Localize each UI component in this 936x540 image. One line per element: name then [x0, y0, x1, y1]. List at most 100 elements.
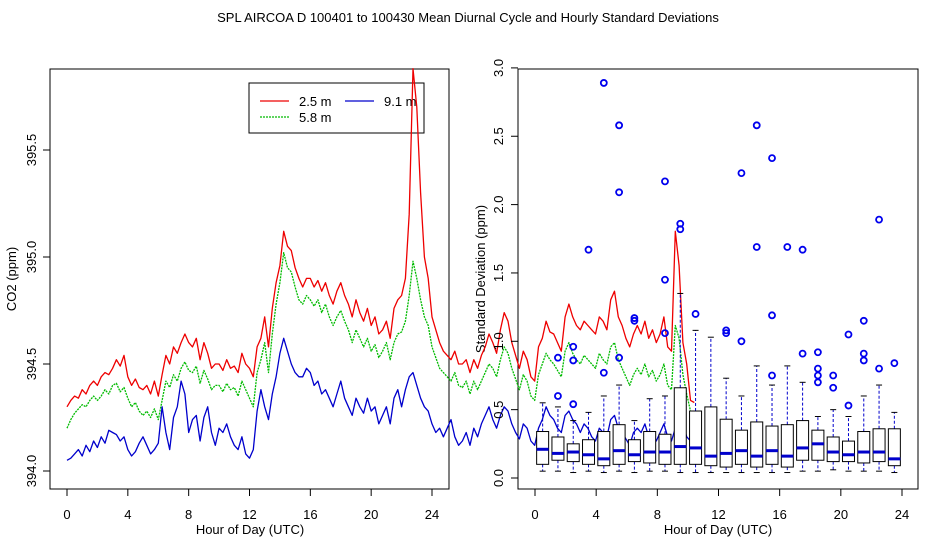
box-outlier-point: [569, 342, 578, 351]
box-outlier-point: [752, 243, 761, 251]
box-outlier-point: [630, 316, 639, 325]
left-x-tick-label: 4: [124, 507, 131, 522]
box-outlier-point: [859, 356, 868, 365]
box-iqr: [780, 424, 794, 468]
right-y-tick-label: 1.0: [491, 332, 506, 350]
box-iqr: [872, 428, 886, 463]
box-iqr: [796, 420, 810, 461]
legend-label-9-1m: 9.1 m: [384, 94, 417, 109]
box-iqr: [719, 418, 733, 468]
right-y-tick-label: 2.5: [491, 127, 506, 145]
box-outlier-point: [599, 368, 608, 377]
box-outlier-point: [813, 348, 822, 357]
box-outlier-point: [661, 177, 669, 186]
box-outlier-point: [691, 310, 700, 318]
box-outlier-point: [569, 356, 578, 365]
box-outlier-point: [615, 188, 624, 197]
box-outlier-point: [813, 364, 822, 373]
box-iqr: [841, 440, 855, 463]
page-title: SPL AIRCOA D 100401 to 100430 Mean Diurn…: [217, 10, 719, 25]
box-outlier-point: [722, 329, 731, 337]
left-x-tick-label: 8: [185, 507, 192, 522]
left-x-tick-label: 16: [303, 507, 317, 522]
series-line-9-1-m: [66, 337, 695, 461]
box-outlier-point: [875, 215, 883, 224]
box-iqr: [673, 387, 687, 465]
right-x-tick-label: 8: [654, 507, 661, 522]
box-outlier-point: [813, 371, 822, 380]
box-outlier-point: [813, 378, 822, 387]
right-y-tick-label: 3.0: [491, 59, 506, 77]
box-outlier-point: [752, 121, 761, 130]
left-x-tick-label: 12: [242, 507, 256, 522]
legend-label-2-5m: 2.5 m: [299, 94, 332, 109]
box-iqr: [857, 431, 871, 464]
box-iqr: [627, 439, 641, 463]
box-outlier-point: [829, 371, 838, 380]
box-outlier-point: [768, 154, 776, 163]
right-x-tick-label: 24: [895, 507, 909, 522]
box-outlier-point: [584, 245, 593, 254]
box-outlier-point: [844, 401, 853, 410]
box-iqr: [612, 424, 626, 465]
box-iqr: [750, 421, 764, 468]
box-outlier-point: [798, 245, 807, 254]
right-y-tick-label: 0.0: [491, 469, 506, 487]
left-x-axis-label: Hour of Day (UTC): [196, 522, 304, 537]
right-x-tick-label: 16: [772, 507, 786, 522]
box-outlier-point: [554, 392, 562, 400]
box-outlier-point: [661, 329, 669, 337]
box-outlier-point: [554, 353, 562, 362]
box-iqr: [887, 428, 901, 467]
box-outlier-point: [615, 353, 624, 362]
box-iqr: [658, 433, 672, 465]
series-line-2-5-m: [66, 68, 695, 408]
right-x-tick-label: 4: [593, 507, 600, 522]
legend-label-5-8m: 5.8 m: [299, 110, 332, 125]
box-outlier-point: [768, 371, 776, 380]
left-x-tick-label: 0: [63, 507, 70, 522]
box-outlier-point: [599, 79, 608, 87]
box-outlier-point: [890, 359, 899, 368]
box-outlier-point: [768, 311, 776, 320]
box-iqr: [597, 431, 611, 467]
series-line-5-8-m: [66, 252, 695, 429]
box-outlier-point: [737, 169, 746, 178]
box-outlier-point: [859, 349, 868, 358]
box-outlier-point: [829, 383, 838, 392]
right-x-tick-label: 20: [834, 507, 848, 522]
box-iqr: [734, 429, 748, 465]
legend: 2.5 m 5.8 m 9.1 m: [248, 82, 425, 134]
right-y-axis-label: Standard Deviation (ppm): [473, 205, 488, 353]
box-outlier-point: [798, 349, 807, 358]
box-outlier-point: [615, 121, 624, 130]
left-x-tick-label: 24: [425, 507, 439, 522]
box-outlier-point: [630, 314, 639, 322]
left-y-axis-label: CO2 (ppm): [4, 247, 19, 311]
left-y-tick-label: 394.5: [24, 348, 39, 381]
right-y-tick-label: 0.5: [491, 401, 506, 419]
left-x-tick-label: 20: [364, 507, 378, 522]
box-iqr: [551, 436, 565, 461]
box-iqr: [643, 431, 657, 464]
box-outlier-point: [859, 316, 868, 325]
right-x-axis-label: Hour of Day (UTC): [664, 522, 772, 537]
left-y-tick-label: 395.0: [24, 241, 39, 274]
box-outlier-point: [569, 400, 578, 409]
box-iqr: [689, 410, 703, 465]
box-iqr: [765, 425, 779, 465]
right-y-tick-label: 2.0: [491, 196, 506, 214]
left-y-tick-label: 394.0: [24, 455, 39, 488]
box-outlier-point: [737, 337, 746, 346]
right-x-tick-label: 0: [531, 507, 538, 522]
right-x-tick-label: 12: [711, 507, 725, 522]
box-outlier-point: [783, 243, 792, 251]
box-outlier-point: [661, 275, 669, 284]
legend-box: [248, 82, 425, 134]
right-y-tick-label: 1.5: [491, 264, 506, 282]
box-iqr: [582, 439, 596, 465]
box-outlier-point: [722, 326, 731, 335]
box-outlier-point: [875, 364, 883, 373]
box-iqr: [704, 406, 718, 467]
